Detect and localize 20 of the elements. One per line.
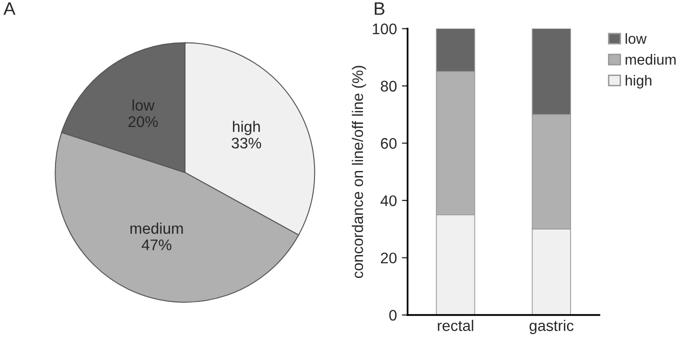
y-tick-label: 40	[380, 195, 397, 206]
text: B	[374, 2, 384, 15]
data-label: 20%	[128, 116, 158, 128]
slice-label: medium	[130, 222, 183, 234]
x-tick-label: rectal	[438, 320, 474, 332]
x-tick-label: gastric	[530, 320, 574, 334]
y-tick-label: 60	[380, 138, 397, 149]
data-label: 47%	[142, 240, 172, 250]
legend-label: medium	[626, 54, 676, 65]
y-tick-label: 80	[380, 80, 397, 92]
slice-label: high	[232, 120, 260, 136]
legend-label: high	[626, 74, 652, 89]
y-tick-label: 0	[389, 310, 397, 321]
y-axis-title: concordance on line/off line (%)	[352, 66, 366, 278]
y-tick-label: 100	[372, 24, 397, 34]
y-tick-label: 20	[380, 252, 397, 264]
text: A	[3, 2, 16, 15]
slice-label: low	[132, 99, 155, 111]
data-label: 33%	[232, 138, 262, 149]
legend-label: low	[626, 33, 647, 44]
